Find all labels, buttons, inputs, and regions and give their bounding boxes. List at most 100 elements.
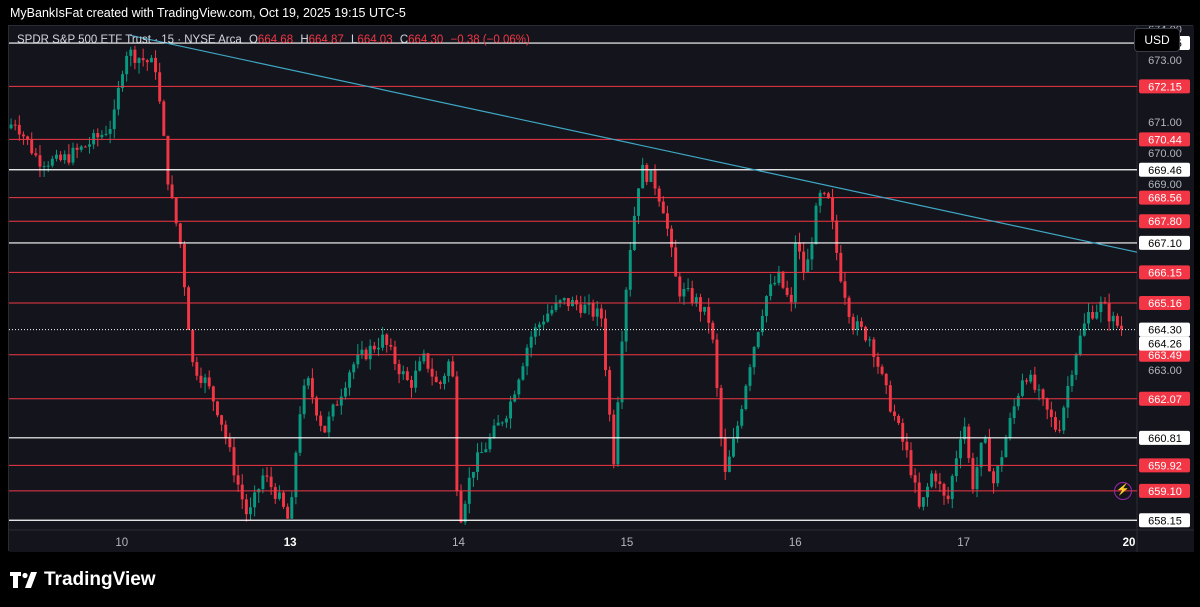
candle-body xyxy=(934,473,938,482)
candle-body xyxy=(203,377,207,384)
candle-body xyxy=(187,287,191,330)
level-price-tag-bg xyxy=(1139,190,1190,205)
chart-panel[interactable]: 674.00673.00671.00670.00669.00663.00660.… xyxy=(8,25,1194,552)
currency-button[interactable]: USD xyxy=(1134,28,1180,52)
candle-body xyxy=(756,332,760,348)
candle-body xyxy=(963,426,967,440)
candle-body xyxy=(232,447,236,476)
candle-body xyxy=(670,228,674,248)
candle-body xyxy=(818,192,822,206)
tradingview-logo-icon xyxy=(10,572,37,588)
candle-body xyxy=(438,382,442,384)
candle-body xyxy=(674,247,678,277)
x-tick-label: 16 xyxy=(789,537,802,549)
candle-body xyxy=(459,491,463,523)
candle-body xyxy=(760,315,764,333)
candle-body xyxy=(75,147,79,150)
candle-body xyxy=(769,284,773,297)
candle-body xyxy=(616,402,620,465)
candle-body xyxy=(191,329,195,363)
level-price-tag-bg xyxy=(1139,391,1190,406)
candle-body xyxy=(909,450,913,476)
price-chart[interactable]: 674.00673.00671.00670.00669.00663.00660.… xyxy=(9,26,1194,552)
candle-body xyxy=(1087,312,1090,324)
candle-body xyxy=(1099,301,1103,313)
level-price-tag-bg xyxy=(1139,162,1190,177)
candle-body xyxy=(228,438,232,448)
candle-body xyxy=(1004,437,1008,458)
candle-body xyxy=(220,415,224,425)
candle-body xyxy=(339,396,343,406)
candle-body xyxy=(975,467,979,490)
candle-body xyxy=(1041,389,1045,399)
candle-body xyxy=(496,422,500,426)
candle-body xyxy=(381,334,385,348)
candle-body xyxy=(71,147,75,163)
candle-body xyxy=(628,249,632,290)
candle-body xyxy=(500,422,504,424)
candle-body xyxy=(905,441,909,451)
candle-body xyxy=(954,458,958,477)
candle-body xyxy=(1020,380,1024,396)
candle-body xyxy=(847,297,851,317)
candle-body xyxy=(942,483,946,496)
candle-body xyxy=(265,475,269,477)
candle-body xyxy=(1107,303,1111,322)
candle-body xyxy=(938,481,942,484)
y-tick-label: 673.00 xyxy=(1148,55,1182,67)
candle-body xyxy=(116,87,120,110)
footer-brand: TradingView xyxy=(10,569,156,591)
level-price-tag-bg xyxy=(1139,430,1190,445)
candle-body xyxy=(880,366,884,374)
candle-body xyxy=(129,49,133,56)
candle-body xyxy=(732,438,735,457)
candle-body xyxy=(96,133,100,138)
candle-body xyxy=(79,146,83,150)
candle-body xyxy=(418,361,422,371)
lightning-icon[interactable]: ⚡ xyxy=(1114,482,1132,500)
candle-body xyxy=(632,215,636,250)
candle-body xyxy=(244,499,248,515)
candle-body xyxy=(1016,395,1020,407)
brand-name: TradingView xyxy=(44,569,156,590)
level-price-tag: 663.49 xyxy=(1148,350,1182,362)
candle-body xyxy=(434,376,438,383)
candle-body xyxy=(67,154,71,163)
candle-body xyxy=(42,166,46,168)
candle-body xyxy=(525,347,529,367)
candle-body xyxy=(385,334,389,345)
candle-body xyxy=(645,164,649,182)
candle-body xyxy=(781,271,785,288)
candle-body xyxy=(1058,429,1062,431)
candle-body xyxy=(979,442,983,468)
candle-body xyxy=(253,492,257,508)
candle-body xyxy=(930,473,934,487)
candle-body xyxy=(1111,315,1115,322)
candle-body xyxy=(773,282,777,285)
candle-body xyxy=(604,318,607,371)
candle-body xyxy=(249,507,252,515)
candle-body xyxy=(566,298,570,307)
candle-body xyxy=(822,192,826,194)
candle-body xyxy=(55,154,58,159)
candle-body xyxy=(377,347,380,350)
candle-body xyxy=(992,471,996,484)
candle-body xyxy=(657,188,661,202)
level-price-tag: 672.15 xyxy=(1148,81,1182,93)
level-price-tag-bg xyxy=(1139,513,1190,528)
candle-body xyxy=(971,458,975,490)
candle-body xyxy=(199,375,203,384)
candle-body xyxy=(1074,354,1078,375)
candle-body xyxy=(517,379,521,395)
candle-body xyxy=(170,184,174,198)
candle-body xyxy=(443,375,446,384)
candle-body xyxy=(154,57,158,73)
low-label: L xyxy=(351,34,358,46)
candle-body xyxy=(835,220,839,253)
candle-body xyxy=(166,135,170,185)
candle-body xyxy=(356,354,360,365)
candle-body xyxy=(789,294,793,303)
candle-body xyxy=(273,487,277,499)
level-price-tag: 669.46 xyxy=(1148,165,1182,177)
candle-body xyxy=(608,370,612,415)
